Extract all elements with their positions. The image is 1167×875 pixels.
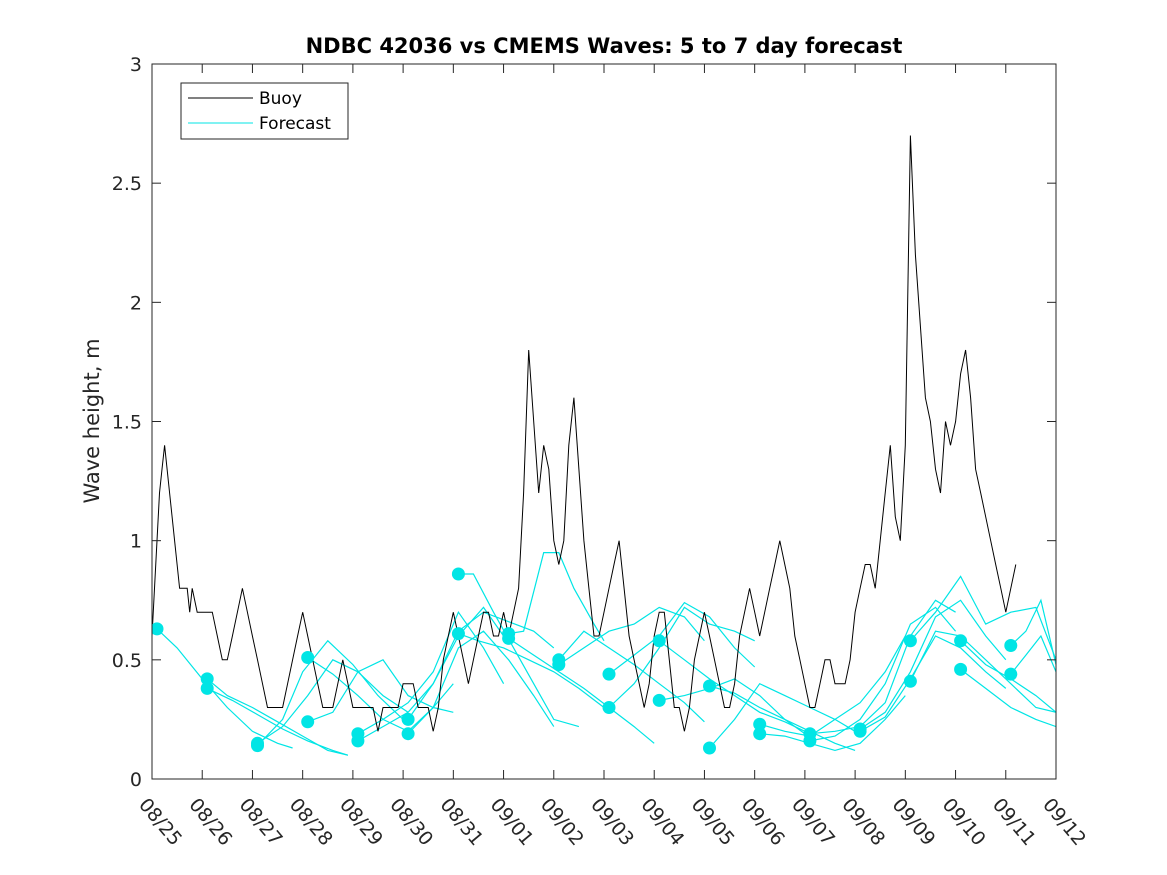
forecast-marker: [301, 651, 315, 664]
forecast-line-18: [608, 601, 756, 675]
forecast-line-13: [458, 633, 605, 708]
forecast-line-12: [458, 573, 580, 728]
forecast-line-8: [357, 610, 505, 735]
forecast-marker: [954, 662, 968, 676]
forecast-line-27: [809, 606, 957, 742]
forecast-line-3: [206, 687, 349, 756]
forecast-marker: [200, 681, 214, 695]
y-tick-label: 1: [130, 531, 142, 553]
forecast-marker: [200, 672, 214, 686]
forecast-line-35: [1010, 634, 1056, 675]
y-tick-label: 1.5: [112, 412, 142, 434]
forecast-line-17: [558, 606, 705, 666]
forecast-marker: [703, 741, 716, 755]
forecast-marker: [903, 674, 917, 688]
forecast-marker: [1004, 639, 1018, 652]
forecast-line-4: [257, 639, 404, 747]
forecast-marker: [903, 634, 917, 648]
legend-label-buoy: Buoy: [259, 89, 302, 109]
forecast-marker: [301, 715, 315, 729]
forecast-marker: [703, 679, 716, 693]
forecast-line-34: [1010, 598, 1056, 665]
legend-label-forecast: Forecast: [259, 114, 331, 134]
forecast-marker: [652, 693, 666, 707]
forecast-marker: [803, 734, 817, 748]
forecast-line-2: [206, 678, 349, 756]
forecast-marker: [451, 567, 465, 581]
forecast-line-30: [909, 575, 1056, 661]
forecast-marker: [401, 727, 415, 741]
buoy-line: [152, 135, 1017, 732]
forecast-line-16: [558, 630, 705, 723]
forecast-line-5: [257, 659, 409, 744]
forecast-line-25: [759, 695, 906, 752]
legend-box: [180, 82, 349, 140]
chart-title: NDBC 42036 vs CMEMS Waves: 5 to 7 day fo…: [306, 34, 903, 58]
forecast-line-28: [859, 599, 1007, 730]
forecast-marker: [753, 727, 767, 741]
forecast-marker: [652, 634, 666, 648]
forecast-marker: [451, 627, 465, 641]
forecast-marker: [954, 634, 968, 648]
forecast-line-22: [709, 685, 856, 751]
forecast-line-33: [960, 668, 1056, 728]
forecast-marker: [152, 622, 164, 636]
forecast-marker: [1004, 667, 1018, 681]
forecast-marker: [602, 667, 616, 681]
y-tick-label: 2: [130, 292, 142, 314]
forecast-line-11: [407, 630, 555, 735]
legend: Buoy Forecast: [180, 82, 349, 140]
forecast-line-15: [508, 637, 655, 744]
forecast-marker: [502, 631, 516, 645]
y-tick-label: 2.5: [112, 173, 142, 195]
y-tick-label: 0.5: [112, 650, 142, 672]
forecast-line-24: [759, 635, 906, 737]
forecast-line-19: [608, 606, 755, 708]
y-tick-label: 0: [130, 769, 142, 791]
plot-area: [152, 135, 1056, 756]
forecast-marker: [552, 658, 566, 672]
y-axis-label: Wave height, m: [80, 338, 104, 503]
forecast-line-20: [658, 640, 806, 732]
forecast-line-29: [859, 635, 1007, 732]
forecast-line-1: [156, 628, 293, 749]
forecast-marker: [753, 717, 767, 731]
forecast-marker: [602, 701, 616, 714]
y-tick-label: 3: [130, 54, 142, 76]
forecast-marker: [251, 736, 264, 750]
forecast-line-26: [809, 599, 956, 735]
forecast-marker: [401, 712, 415, 726]
forecast-marker: [853, 724, 867, 738]
forecast-marker: [351, 734, 365, 748]
forecast-line-14: [508, 551, 605, 642]
forecast-line-31: [909, 630, 1056, 713]
